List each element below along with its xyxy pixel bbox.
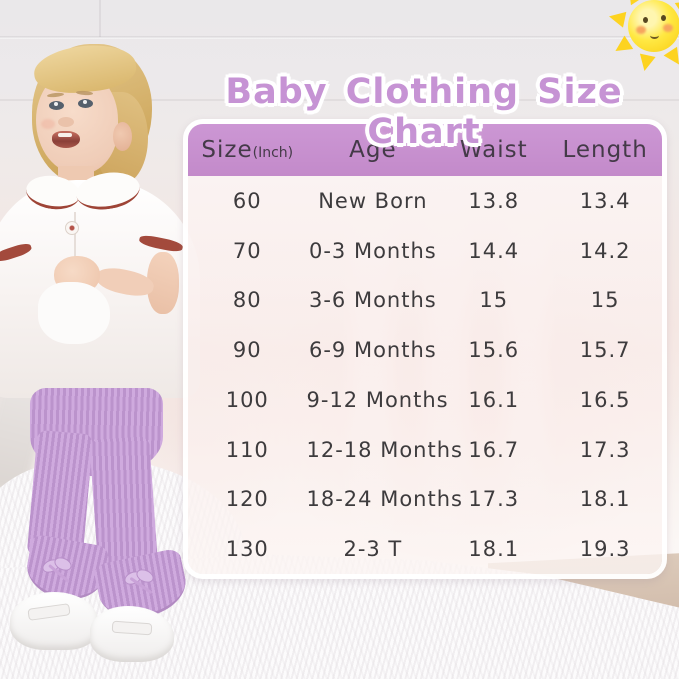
sun-eye — [661, 15, 666, 21]
cell-size: 70 — [232, 238, 262, 263]
table-row: 100 9-12 Months 16.1 16.5 — [188, 375, 662, 425]
table-row: 130 2-3 T 18.1 19.3 — [188, 524, 662, 574]
cell-waist: 14.4 — [468, 238, 520, 263]
cell-length: 13.4 — [579, 188, 631, 213]
cell-size: 90 — [232, 338, 262, 363]
cell-waist: 15.6 — [468, 338, 520, 363]
table-row: 80 3-6 Months 15 15 — [188, 276, 662, 326]
cell-size: 120 — [225, 487, 269, 512]
cheek — [41, 119, 55, 129]
cell-size: 130 — [225, 537, 269, 562]
shirt-button — [65, 221, 79, 235]
table-body: 60 New Born 13.8 13.4 70 0-3 Months 14.4… — [188, 176, 662, 574]
column-header-size: Size(Inch) — [188, 137, 307, 163]
cell-length: 18.1 — [579, 487, 631, 512]
cell-age: 6-9 Months — [308, 338, 437, 363]
sun-cheek — [663, 24, 673, 32]
size-chart-table: Size(Inch) Age Waist Length 60 New Born … — [183, 119, 667, 579]
column-header-age: Age — [349, 137, 397, 163]
cell-waist: 16.7 — [468, 437, 520, 462]
cell-waist: 18.1 — [468, 537, 520, 562]
held-cloth — [38, 282, 110, 344]
sun-ray — [607, 8, 627, 28]
cell-length: 19.3 — [579, 537, 631, 562]
sun-eye — [643, 17, 648, 23]
wall-molding-line — [0, 36, 679, 39]
cell-age: 2-3 T — [343, 537, 403, 562]
white-shoe — [10, 592, 98, 650]
eye-highlight — [54, 102, 58, 106]
cell-age: 18-24 Months — [306, 487, 463, 512]
sun-ray — [636, 53, 656, 73]
cell-length: 17.3 — [579, 437, 631, 462]
size-label: Size — [201, 137, 253, 163]
cell-length: 14.2 — [579, 238, 631, 263]
page-title: Baby Clothing Size Chart — [225, 72, 623, 152]
cell-length: 15 — [590, 288, 620, 313]
cell-waist: 13.8 — [468, 188, 520, 213]
eye-highlight — [83, 100, 87, 104]
size-unit-label: (Inch) — [252, 145, 294, 161]
table-row: 90 6-9 Months 15.6 15.7 — [188, 325, 662, 375]
column-header-waist: Waist — [459, 137, 528, 163]
cell-age: 0-3 Months — [308, 238, 437, 263]
nose — [58, 117, 74, 127]
cell-size: 110 — [225, 437, 269, 462]
cell-age: 12-18 Months — [306, 437, 463, 462]
cell-waist: 15 — [479, 288, 509, 313]
table-header-row: Size(Inch) Age Waist Length — [188, 124, 662, 176]
table-row: 60 New Born 13.8 13.4 — [188, 176, 662, 226]
cell-age: New Born — [318, 188, 428, 213]
cell-length: 15.7 — [579, 338, 631, 363]
ear — [113, 122, 132, 151]
cell-length: 16.5 — [579, 387, 631, 412]
cell-size: 60 — [232, 188, 262, 213]
sun-cheek — [636, 26, 646, 34]
cell-age: 9-12 Months — [306, 387, 449, 412]
teeth — [58, 133, 72, 137]
table-row: 120 18-24 Months 17.3 18.1 — [188, 475, 662, 525]
table-row: 70 0-3 Months 14.4 14.2 — [188, 226, 662, 276]
cell-size: 80 — [232, 288, 262, 313]
cell-waist: 16.1 — [468, 387, 520, 412]
column-header-length: Length — [562, 137, 648, 163]
table-row: 110 12-18 Months 16.7 17.3 — [188, 425, 662, 475]
wall-panel-seam — [99, 0, 101, 37]
wall-molding-line — [0, 99, 679, 101]
cell-age: 3-6 Months — [308, 288, 437, 313]
cell-size: 100 — [225, 387, 269, 412]
sun-mouth — [650, 32, 659, 39]
cell-waist: 17.3 — [468, 487, 520, 512]
